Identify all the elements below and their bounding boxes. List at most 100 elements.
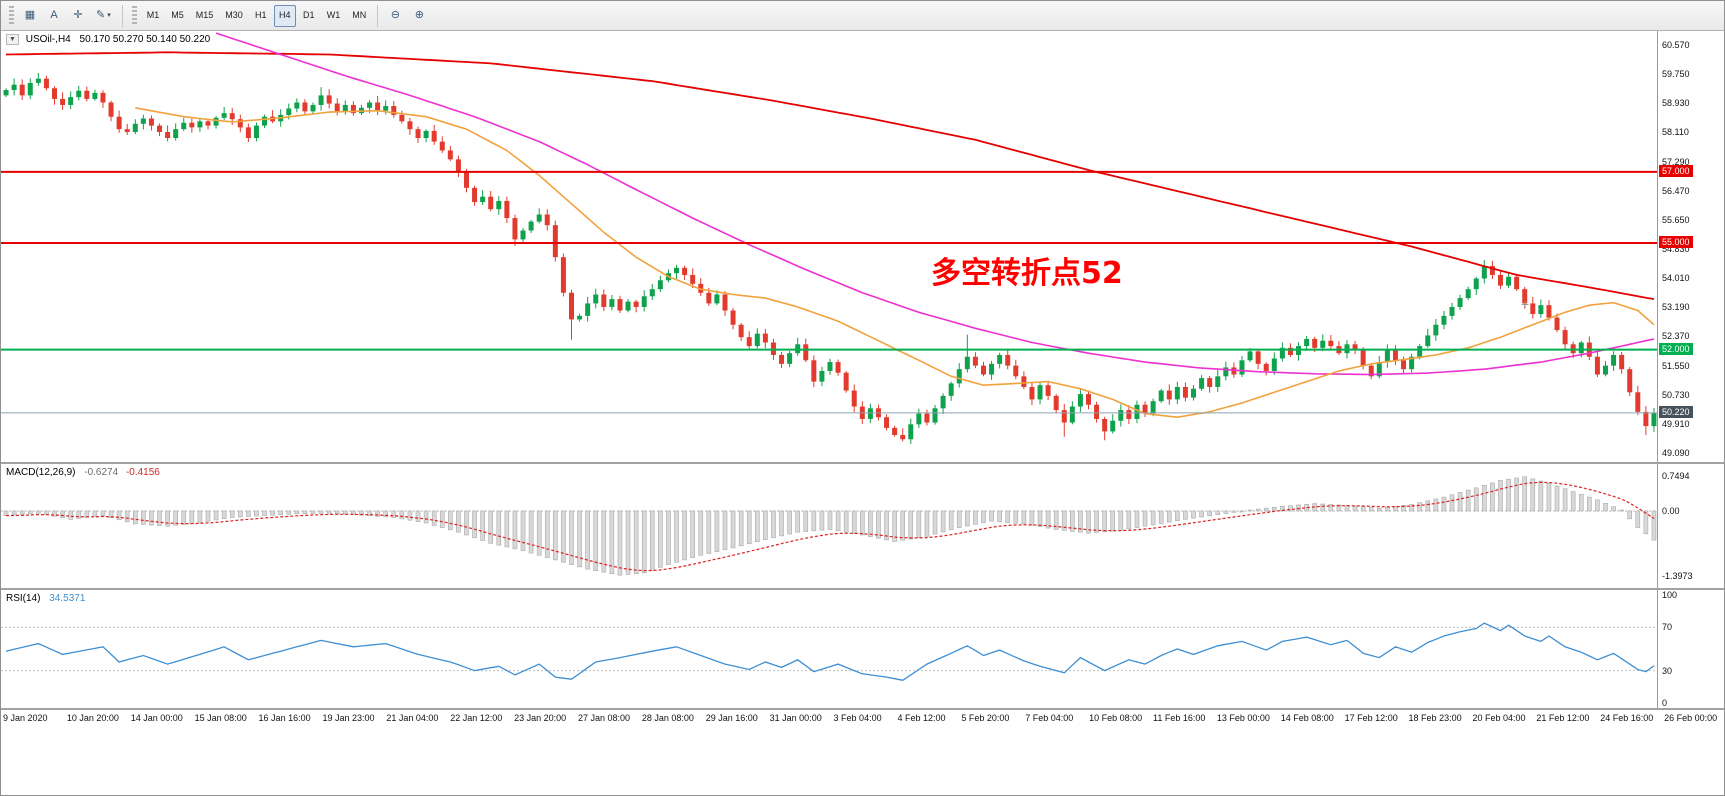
timeframe-button-d1[interactable]: D1	[298, 5, 320, 27]
candle	[698, 283, 704, 293]
one-click-trading-toggle[interactable]: ▼	[6, 34, 19, 45]
timeframe-button-w1[interactable]: W1	[322, 5, 346, 27]
rsi-panel[interactable]: RSI(14) 34.5371	[1, 590, 1657, 708]
toolbar-gripper[interactable]	[131, 5, 137, 26]
macd-histogram-bar	[1215, 510, 1221, 515]
candle	[1506, 276, 1512, 286]
macd-histogram-bar	[92, 510, 98, 517]
macd-panel[interactable]: MACD(12,26,9) -0.6274 -0.4156	[1, 464, 1657, 588]
zoom-in-icon[interactable]: ⊕	[408, 5, 430, 27]
time-axis-label: 31 Jan 00:00	[769, 713, 822, 723]
timeframe-button-h1[interactable]: H1	[250, 5, 272, 27]
candle	[472, 187, 478, 203]
timeframe-button-m30[interactable]: M30	[220, 5, 248, 27]
candle	[1118, 410, 1124, 421]
time-axis-label: 15 Jan 08:00	[194, 713, 247, 723]
macd-histogram-bar	[1368, 507, 1374, 512]
candle	[455, 159, 461, 172]
time-axis-label: 27 Jan 08:00	[578, 713, 631, 723]
candle	[1102, 418, 1108, 432]
macd-histogram-bar	[52, 510, 57, 517]
macd-axis-label: 0.7494	[1662, 471, 1690, 482]
candle	[431, 130, 437, 142]
candle	[302, 102, 308, 112]
macd-histogram-bar	[1199, 510, 1204, 518]
rsi-label: RSI(14)	[6, 593, 41, 604]
macd-axis-label: 0.00	[1662, 505, 1680, 516]
timeframe-button-m1[interactable]: M1	[142, 5, 165, 27]
price-chart-canvas[interactable]: 多空转折点52 +	[1, 31, 1657, 462]
candle	[1013, 365, 1019, 377]
candle	[1239, 360, 1245, 375]
macd-histogram-bar	[1457, 492, 1463, 512]
candle	[1627, 369, 1633, 393]
macd-histogram-bar	[472, 510, 477, 539]
candle	[1320, 340, 1326, 348]
macd-histogram-bar	[1578, 494, 1584, 512]
time-axis-label: 16 Jan 16:00	[258, 713, 311, 723]
time-scale[interactable]: 9 Jan 2020 10 Jan 20:00 14 Jan 00:00 15 Jan…	[1, 710, 1724, 732]
macd-histogram-bar	[229, 510, 235, 518]
candle	[342, 104, 348, 112]
macd-histogram-bar	[569, 510, 574, 565]
candle	[884, 417, 890, 428]
candle	[157, 125, 163, 132]
time-axis-label: 20 Feb 04:00	[1472, 713, 1526, 723]
crosshair-icon[interactable]: ✛	[67, 5, 89, 27]
macd-histogram-bar	[738, 510, 744, 547]
candle	[512, 218, 518, 240]
candle	[1562, 330, 1568, 345]
candle	[84, 90, 90, 99]
rsi-value: 34.5371	[49, 593, 86, 604]
candle	[124, 129, 130, 132]
price-scale[interactable]: 60.570 59.750 58.930 58.110 57.290 56.470 55.6…	[1658, 31, 1724, 710]
text-tool-icon[interactable]: A	[43, 5, 65, 27]
time-axis-label: 10 Jan 20:00	[66, 713, 119, 723]
macd-histogram-bar	[488, 510, 494, 544]
macd-histogram-bar	[326, 510, 332, 514]
macd-histogram-bar	[68, 510, 73, 520]
zoom-out-icon[interactable]: ⊖	[384, 5, 406, 27]
macd-histogram-bar	[924, 510, 930, 537]
macd-histogram-bar	[827, 510, 833, 530]
panel-divider[interactable]	[1, 708, 1724, 710]
candle	[52, 88, 58, 99]
rsi-axis-label: 0	[1662, 698, 1668, 708]
candle	[1392, 349, 1398, 361]
macd-histogram-bar	[246, 510, 251, 517]
draw-tools-button[interactable]: ✎ ▾	[91, 5, 116, 27]
macd-histogram-bar	[221, 510, 227, 519]
macd-histogram-bar	[1045, 510, 1051, 529]
panel-divider[interactable]	[1, 588, 1724, 590]
macd-histogram-bar	[746, 510, 752, 545]
panel-divider[interactable]	[1, 462, 1724, 464]
candle	[407, 121, 413, 130]
macd-histogram-bar	[367, 510, 372, 516]
macd-histogram-bar	[1441, 496, 1447, 512]
price-chart-panel[interactable]: ▼ USOil-,H4 50.170 50.270 50.140 50.220 …	[1, 31, 1657, 462]
candle	[762, 333, 768, 343]
macd-canvas[interactable]	[1, 464, 1657, 588]
macd-histogram-bar	[310, 510, 316, 514]
rsi-canvas[interactable]	[1, 590, 1657, 708]
macd-histogram-bar	[1336, 504, 1342, 512]
candle	[714, 294, 720, 304]
macd-histogram-bar	[819, 510, 825, 531]
candle	[173, 129, 179, 139]
price-axis-label: 59.750	[1662, 69, 1690, 80]
chart-type-icon[interactable]: ▦	[19, 5, 41, 27]
macd-histogram-bar	[1263, 507, 1269, 512]
macd-histogram-bar	[1126, 510, 1132, 530]
timeframe-button-m15[interactable]: M15	[191, 5, 219, 27]
toolbar-gripper[interactable]	[9, 5, 14, 26]
chart-title-row: ▼ USOil-,H4 50.170 50.270 50.140 50.220	[6, 34, 210, 45]
macd-histogram-bar	[1635, 510, 1641, 528]
candle	[633, 301, 639, 307]
timeframe-button-mn[interactable]: MN	[347, 5, 371, 27]
chart-annotation-text[interactable]: 多空转折点52	[931, 256, 1123, 291]
timeframe-button-h4[interactable]: H4	[273, 4, 296, 27]
toolbar-separator	[121, 4, 123, 27]
time-axis-label: 9 Jan 2020	[3, 713, 48, 723]
timeframe-button-m5[interactable]: M5	[166, 5, 189, 27]
candle	[787, 353, 793, 364]
